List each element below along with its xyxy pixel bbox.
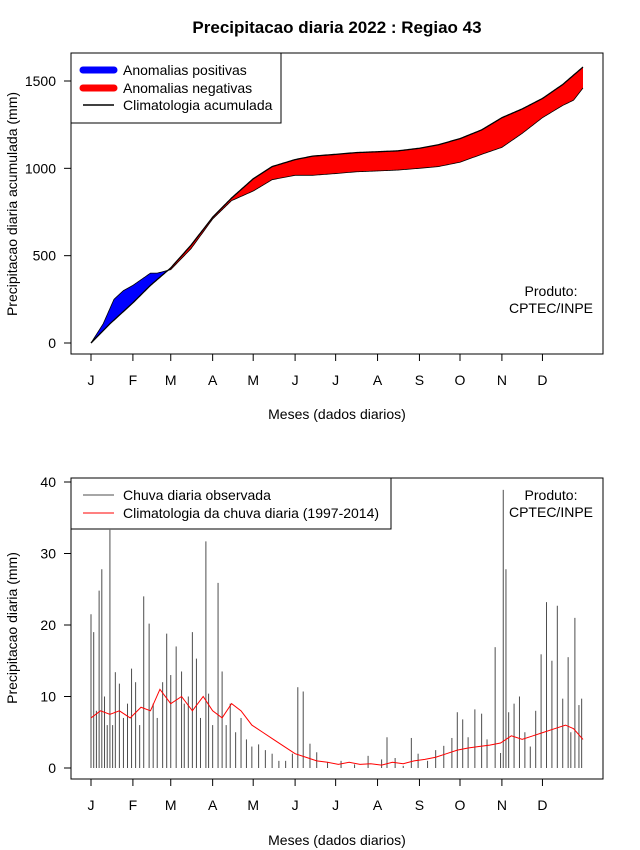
bottom-x-tick-label: J — [88, 797, 95, 813]
top-x-tick-label: D — [537, 372, 547, 388]
bottom-x-tick-label: S — [415, 797, 424, 813]
legend-positive-label: Anomalias positivas — [123, 62, 247, 78]
top-x-tick-label: M — [165, 372, 177, 388]
top-y-tick-label: 0 — [48, 335, 56, 351]
top-panel: J F M A M J J A S O N D 0 500 1000 1500 Meses (dados d… — [4, 52, 604, 422]
top-x-tick-label: O — [455, 372, 466, 388]
top-x-axis-label: Meses (dados diarios) — [268, 406, 406, 422]
chart-title: Precipitacao diaria 2022 : Regiao 43 — [192, 18, 481, 37]
bottom-product-source: CPTEC/INPE — [509, 504, 593, 520]
climatology-line — [90, 688, 584, 766]
bottom-product-label: Produto: — [525, 487, 578, 503]
top-y-tick-label: 1500 — [25, 73, 56, 89]
bottom-x-tick-label: F — [129, 797, 138, 813]
negative-anomaly-area — [168, 67, 584, 271]
legend-climatology-label: Climatologia acumulada — [123, 97, 273, 113]
bottom-x-tick-label: M — [165, 797, 177, 813]
top-x-tick-label: N — [497, 372, 507, 388]
bottom-x-axis-label: Meses (dados diarios) — [268, 832, 406, 848]
legend-observed-label: Chuva diaria observada — [123, 487, 271, 503]
bottom-x-tick-label: J — [292, 797, 299, 813]
top-x-tick-label: A — [208, 372, 218, 388]
climatology-cumulative-line — [90, 66, 584, 344]
top-x-tick-label: A — [373, 372, 383, 388]
bottom-y-axis: 0 10 20 30 40 — [40, 474, 72, 776]
bottom-x-tick-label: A — [208, 797, 218, 813]
top-x-tick-label: F — [129, 372, 138, 388]
top-y-tick-label: 500 — [33, 248, 57, 264]
top-product-source: CPTEC/INPE — [509, 300, 593, 316]
bottom-y-tick-label: 40 — [40, 474, 56, 490]
bottom-panel: J F M A M J J A S O N D 0 10 20 30 40 Meses (dados diar… — [4, 474, 604, 848]
cumulative-lines — [90, 66, 584, 344]
observed-cumulative-line — [90, 87, 584, 344]
top-x-tick-label: S — [415, 372, 424, 388]
bottom-y-axis-label: Precipitacao diaria (mm) — [4, 552, 20, 704]
bottom-legend-box — [70, 477, 392, 530]
bottom-y-tick-label: 30 — [40, 546, 56, 562]
bottom-y-tick-label: 0 — [48, 760, 56, 776]
top-x-tick-label: J — [292, 372, 299, 388]
bottom-x-tick-label: A — [373, 797, 383, 813]
bottom-x-tick-label: N — [497, 797, 507, 813]
bottom-y-tick-label: 20 — [40, 617, 56, 633]
legend-negative-label: Anomalias negativas — [123, 80, 252, 96]
top-product-label: Produto: — [525, 283, 578, 299]
top-y-tick-label: 1000 — [25, 160, 56, 176]
top-x-tick-label: J — [88, 372, 95, 388]
legend-clim-daily-label: Climatologia da chuva diaria (1997-2014) — [123, 505, 379, 521]
top-y-axis: 0 500 1000 1500 — [25, 73, 72, 351]
top-y-axis-label: Precipitacao diaria acumulada (mm) — [4, 92, 20, 316]
top-legend: Anomalias positivas Anomalias negativas … — [70, 52, 282, 124]
observed-bars — [90, 489, 583, 768]
climatology-daily-line — [90, 688, 584, 766]
top-x-tick-label: J — [332, 372, 339, 388]
bottom-x-tick-label: J — [332, 797, 339, 813]
negative-anomaly-region-1 — [168, 67, 584, 271]
bottom-y-tick-label: 10 — [40, 689, 56, 705]
top-x-tick-label: M — [247, 372, 259, 388]
bottom-x-tick-label: D — [537, 797, 547, 813]
bottom-legend: Chuva diaria observada Climatologia da c… — [70, 477, 392, 530]
bottom-x-tick-label: M — [247, 797, 259, 813]
bottom-x-tick-label: O — [455, 797, 466, 813]
